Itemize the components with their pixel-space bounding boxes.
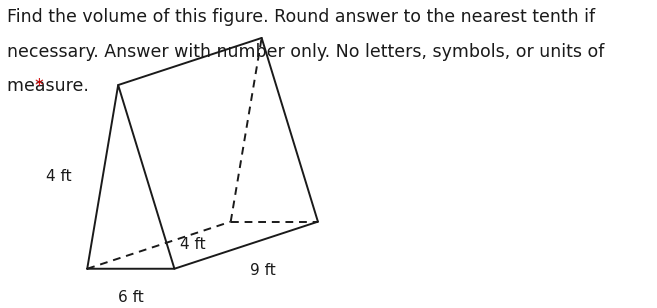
Text: 6 ft: 6 ft — [118, 290, 144, 305]
Text: measure.: measure. — [7, 77, 94, 95]
Text: necessary. Answer with number only. No letters, symbols, or units of: necessary. Answer with number only. No l… — [7, 43, 604, 60]
Text: 9 ft: 9 ft — [250, 263, 276, 278]
Text: *: * — [34, 77, 43, 95]
Text: 4 ft: 4 ft — [180, 237, 206, 252]
Text: 4 ft: 4 ft — [46, 169, 72, 184]
Text: Find the volume of this figure. Round answer to the nearest tenth if: Find the volume of this figure. Round an… — [7, 8, 595, 26]
